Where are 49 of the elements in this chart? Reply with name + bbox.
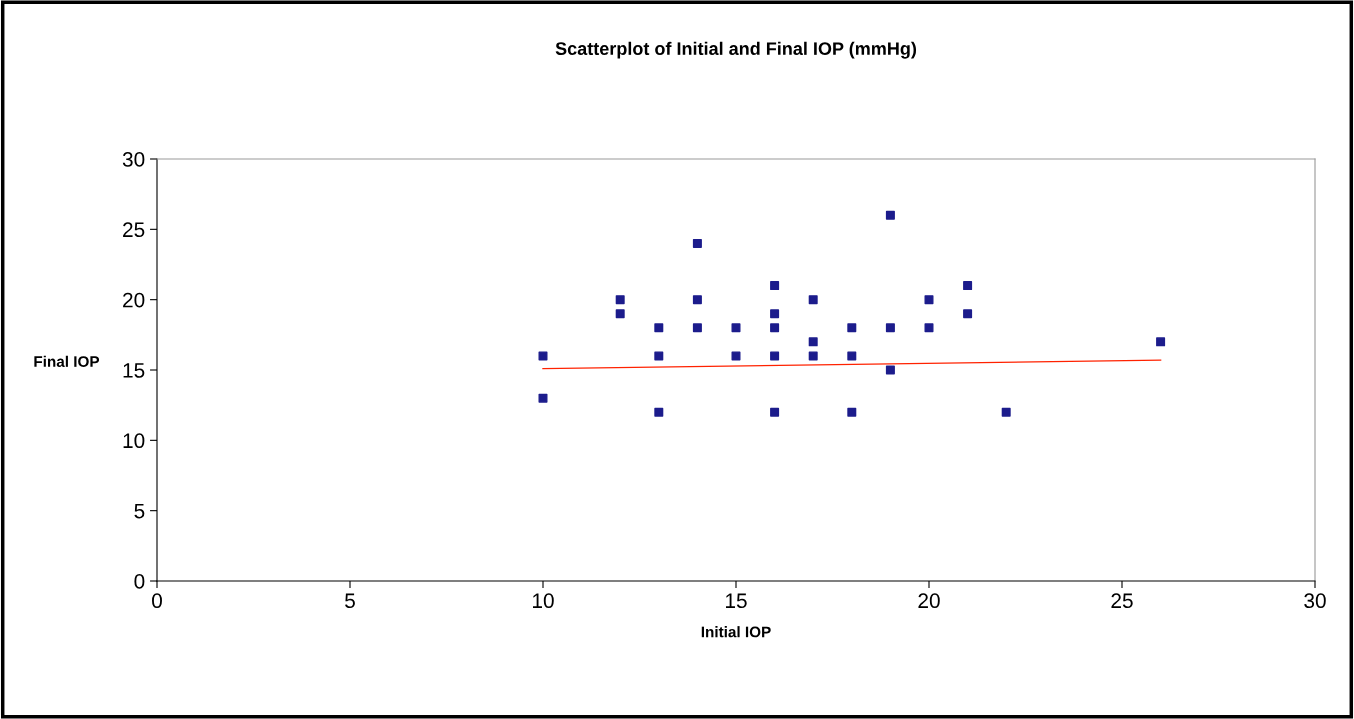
x-axis-title: Initial IOP xyxy=(701,626,771,638)
y-axis-title: Final IOP xyxy=(34,355,100,367)
point xyxy=(885,210,895,220)
point xyxy=(1001,407,1011,417)
point xyxy=(885,323,895,333)
point xyxy=(924,295,934,305)
point xyxy=(847,351,857,361)
point xyxy=(770,281,780,291)
point xyxy=(963,281,973,291)
point xyxy=(654,323,664,333)
y-tick-label: 30 xyxy=(122,152,145,167)
y-tick-label: 25 xyxy=(123,222,145,238)
point xyxy=(731,351,741,361)
point xyxy=(538,351,548,361)
point xyxy=(692,295,702,305)
x-tick-label: 30 xyxy=(1304,593,1326,609)
x-tick-label: 10 xyxy=(533,593,554,609)
point xyxy=(847,407,857,417)
point xyxy=(1156,337,1166,347)
point xyxy=(808,295,818,305)
x-tick-label: 25 xyxy=(1111,593,1133,609)
x-tick-label: 20 xyxy=(918,593,940,609)
point xyxy=(885,365,895,375)
point xyxy=(770,351,780,361)
point xyxy=(692,323,702,333)
point xyxy=(692,238,702,248)
point xyxy=(808,351,818,361)
point xyxy=(538,393,548,403)
point xyxy=(654,407,664,417)
x-tick-label: 15 xyxy=(726,593,747,609)
point xyxy=(770,407,780,417)
chart-title: Scatterplot of Initial and Final IOP (mmHg) xyxy=(555,41,917,59)
y-tick-label: 10 xyxy=(123,433,145,449)
point xyxy=(615,309,625,319)
point xyxy=(615,295,625,305)
point xyxy=(924,323,934,333)
y-tick-label: 0 xyxy=(134,574,145,589)
point xyxy=(847,323,857,333)
point xyxy=(731,323,741,333)
point xyxy=(963,309,973,319)
y-tick-label: 20 xyxy=(123,292,145,308)
point xyxy=(770,323,780,333)
point xyxy=(808,337,818,347)
y-tick-label: 5 xyxy=(134,503,145,519)
x-tick-label: 0 xyxy=(152,593,162,609)
x-tick-label: 5 xyxy=(345,593,355,609)
point xyxy=(654,351,664,361)
point xyxy=(770,309,780,319)
y-tick-label: 15 xyxy=(123,363,145,378)
